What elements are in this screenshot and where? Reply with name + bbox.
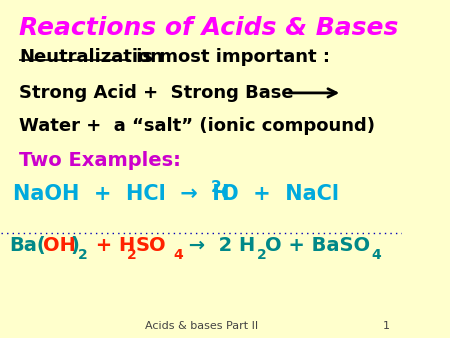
- Text: ): ): [70, 236, 79, 255]
- Text: →  2 H: → 2 H: [182, 236, 255, 255]
- Text: Strong Acid +  Strong Base: Strong Acid + Strong Base: [19, 83, 294, 101]
- Text: + H: + H: [89, 236, 135, 255]
- Text: 2: 2: [257, 248, 267, 262]
- Text: 2: 2: [127, 248, 137, 262]
- Text: 2: 2: [211, 180, 221, 195]
- Text: 1: 1: [383, 320, 390, 331]
- Text: Ba(: Ba(: [9, 236, 46, 255]
- Text: 4: 4: [173, 248, 183, 262]
- Text: Water +  a “salt” (ionic compound): Water + a “salt” (ionic compound): [19, 117, 375, 135]
- Text: NaOH  +  HCl  →  H: NaOH + HCl → H: [14, 184, 230, 204]
- Text: O  +  NaCl: O + NaCl: [221, 184, 339, 204]
- Text: is most important :: is most important :: [130, 48, 330, 66]
- Text: OH: OH: [44, 236, 76, 255]
- Text: Two Examples:: Two Examples:: [19, 150, 181, 170]
- Text: Neutralization: Neutralization: [19, 48, 163, 66]
- Text: O + BaSO: O + BaSO: [265, 236, 370, 255]
- Text: 4: 4: [371, 248, 381, 262]
- Text: Reactions of Acids & Bases: Reactions of Acids & Bases: [19, 17, 399, 41]
- Text: SO: SO: [136, 236, 166, 255]
- Text: 2: 2: [78, 248, 88, 262]
- Text: Acids & bases Part II: Acids & bases Part II: [145, 320, 258, 331]
